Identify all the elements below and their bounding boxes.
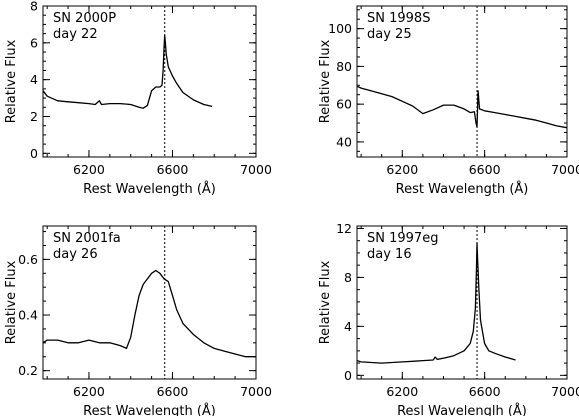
y-tick-label: 40 (336, 134, 352, 149)
y-tick-label: 8 (30, 0, 38, 14)
x-axis-label: Rest Wavelength (Å) (83, 181, 216, 197)
y-tick-label: 0 (30, 146, 38, 161)
y-tick-label: 80 (336, 59, 352, 74)
x-tick-label: 6200 (386, 384, 418, 399)
x-tick-label: 7000 (240, 384, 272, 399)
supernova-name: SN 1998S (367, 11, 430, 26)
y-tick-label: 8 (344, 270, 352, 285)
y-tick-label: 0.6 (18, 252, 38, 267)
supernova-name: SN 1997eg (367, 231, 438, 246)
x-tick-label: 7000 (551, 384, 579, 399)
y-axis-label: Relative Flux (4, 39, 19, 123)
plot-frame (42, 225, 257, 380)
y-tick-label: 12 (336, 221, 352, 236)
y-tick-label: 0 (344, 368, 352, 383)
y-tick-label: 4 (30, 72, 38, 87)
spectrum-line (356, 85, 568, 129)
supernova-name: SN 2001fa (53, 231, 121, 246)
x-tick-label: 7000 (240, 162, 272, 177)
x-tick-label: 7000 (551, 162, 579, 177)
x-tick-label: 6600 (469, 384, 501, 399)
epoch-label: day 25 (367, 27, 412, 42)
y-tick-label: 0.2 (18, 363, 38, 378)
y-tick-label: 60 (336, 97, 352, 112)
y-tick-label: 0.4 (18, 308, 38, 323)
x-tick-label: 6200 (73, 162, 105, 177)
x-tick-label: 6600 (469, 162, 501, 177)
spectrum-line (356, 242, 516, 364)
spectrum-line (42, 34, 213, 109)
x-tick-label: 6600 (157, 162, 189, 177)
x-axis-label: Rest Wavelength (Å) (83, 403, 216, 416)
plot-frame (356, 5, 568, 158)
spectrum-line (42, 269, 256, 358)
supernova-name: SN 2000P (53, 11, 116, 26)
x-tick-label: 6200 (386, 162, 418, 177)
y-tick-label: 4 (344, 319, 352, 334)
epoch-label: day 22 (53, 27, 98, 42)
x-tick-label: 6600 (157, 384, 189, 399)
y-tick-label: 2 (30, 109, 38, 124)
y-tick-label: 100 (328, 21, 352, 36)
x-tick-label: 6200 (73, 384, 105, 399)
epoch-label: day 16 (367, 247, 412, 262)
y-axis-label: Relative Flux (318, 260, 333, 344)
x-axis-label: Rest Wavelength (Å) (396, 181, 529, 197)
y-tick-label: 6 (30, 35, 38, 50)
plot-frame (356, 225, 568, 380)
y-axis-label: Relative Flux (318, 39, 333, 123)
x-axis-label: Resl Wavelenglh (Å) (397, 403, 527, 416)
y-axis-label: Relative Flux (4, 260, 19, 344)
plot-frame (42, 5, 257, 158)
epoch-label: day 26 (53, 247, 98, 262)
